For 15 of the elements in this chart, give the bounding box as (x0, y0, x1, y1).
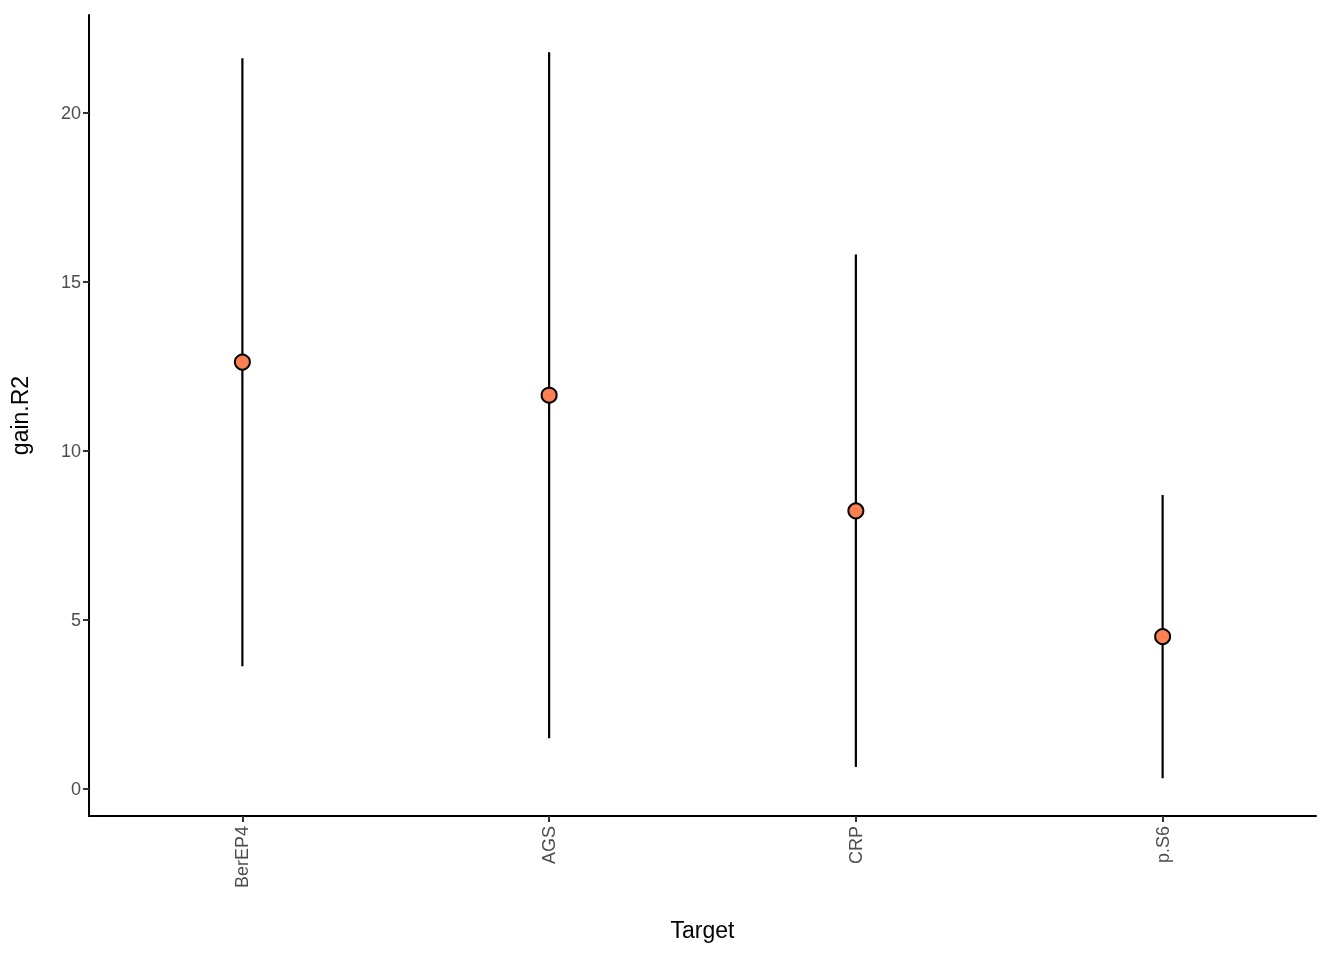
point (847, 502, 865, 520)
y-tick-label: 15 (60, 272, 81, 292)
point (540, 386, 558, 404)
y-tick-label: 20 (60, 103, 81, 124)
y-axis-title: gain.R2 (6, 375, 33, 456)
point (233, 353, 251, 371)
point (1154, 628, 1172, 646)
x-tick-label: p.S6 (1152, 826, 1173, 864)
x-tick-label: AGS (539, 826, 560, 865)
y-tick-label: 5 (70, 609, 81, 630)
y-tick-label: 10 (60, 440, 81, 461)
y-tick-label: 0 (70, 778, 81, 799)
x-tick-label: BerEP4 (232, 826, 253, 889)
x-tick-label: CRP (845, 826, 866, 865)
x-axis-title: Target (670, 916, 736, 943)
